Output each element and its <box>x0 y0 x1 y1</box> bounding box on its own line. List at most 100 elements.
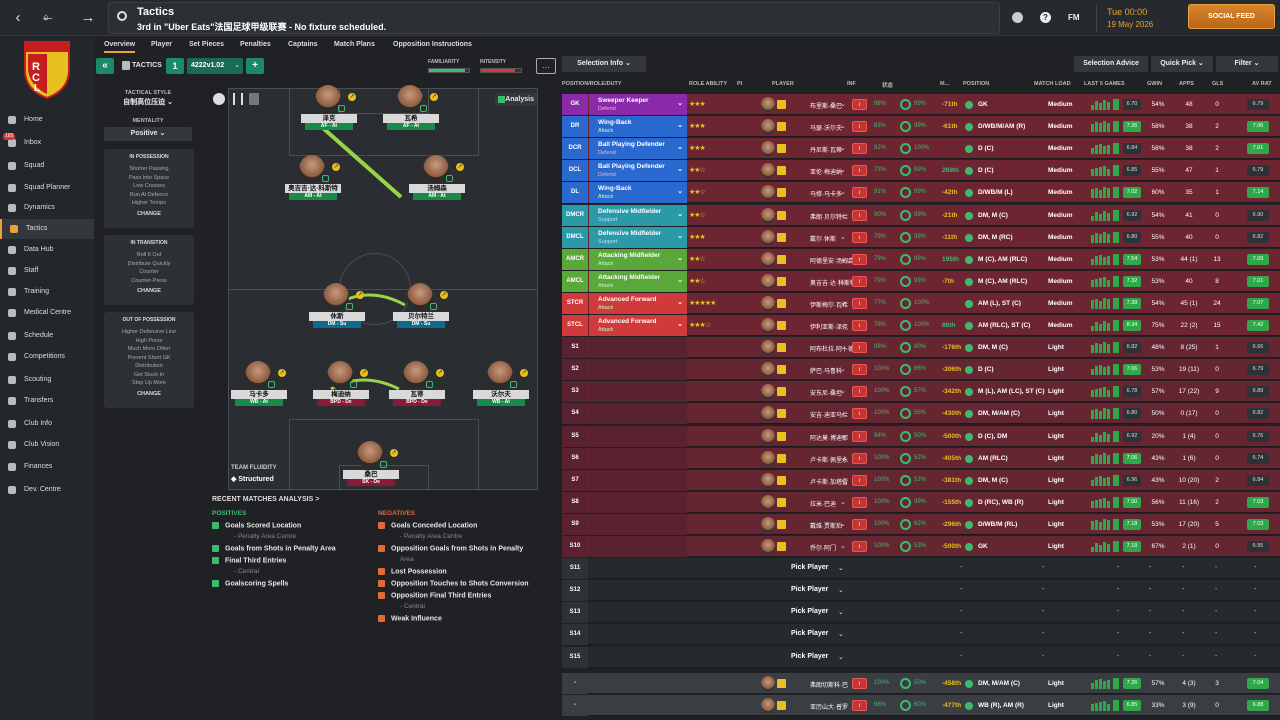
player-name[interactable]: 弗朗切斯科·巴 <box>810 682 848 689</box>
column-header[interactable]: PI <box>737 81 743 87</box>
player-name[interactable]: 伊斯梅尔·瓦希 <box>810 302 848 309</box>
role-instructions-icon[interactable]: ↗ <box>520 369 528 377</box>
sidebar-item-medical-centre[interactable]: Medical Centre <box>0 303 94 323</box>
role-select[interactable]: Sweeper Keeper Defend ⌄ <box>589 94 687 115</box>
player-name[interactable]: 弗朗·贝尔特兰 <box>810 214 848 221</box>
chevron-down-icon[interactable]: ⌄ <box>840 520 846 528</box>
column-header[interactable]: ROLE ABILITY <box>689 81 727 87</box>
in-transition-box[interactable]: IN TRANSITION Roll It Out Distribute Quic… <box>104 235 194 305</box>
column-header[interactable]: M... <box>940 81 950 87</box>
change-in-possession-button[interactable]: CHANGE <box>137 210 161 217</box>
player-card[interactable]: ↗ 桑巴 SK - De <box>343 441 399 487</box>
collapse-panel-button[interactable]: « <box>96 58 114 74</box>
table-row[interactable]: S14 Pick Player ⌄ - - - - - - - <box>562 624 1280 646</box>
role-select[interactable]: Advanced Forward Attack ⌄ <box>589 315 687 336</box>
selection-advice-button[interactable]: Selection Advice <box>1074 56 1148 72</box>
player-name[interactable]: 亚伦·梅迪纳 <box>810 170 842 177</box>
player-card[interactable]: ↗ 汤姆森 AM - At <box>409 155 465 201</box>
chevron-down-icon[interactable]: ⌄ <box>840 211 846 219</box>
more-options-button[interactable]: … <box>536 58 556 74</box>
column-header[interactable]: GWIN <box>1147 81 1162 87</box>
player-name[interactable]: 马修·马卡多 <box>810 192 842 199</box>
column-header[interactable]: AV RAT <box>1252 81 1272 87</box>
role-select[interactable]: Attacking Midfielder Attack ⌄ <box>589 270 687 292</box>
table-row[interactable]: AMCL Attacking Midfielder Attack ⌄ ★★☆ 奥吉吉·达·… <box>562 270 1280 292</box>
tab-captains[interactable]: Captains <box>288 41 318 48</box>
table-row[interactable]: S4 安吉·迪亚马兰 ⌄ Ⅰ 100% 55% -430th DM, M/AM (C) Ligh… <box>562 403 1280 425</box>
tab-overview[interactable]: Overview <box>104 41 136 53</box>
sidebar-item-squad[interactable]: Squad <box>0 156 94 176</box>
chevron-down-icon[interactable]: ⌄ <box>840 410 846 418</box>
player-name[interactable]: 阿德里安·汤姆森 <box>810 258 854 265</box>
role-instructions-icon[interactable]: ↗ <box>356 291 364 299</box>
table-row[interactable]: DR Wing-Back Attack ⌄ ★★★ 马瑟·沃尔夫 ⌄ Ⅰ 83% 99% -61th… <box>562 116 1280 138</box>
sidebar-item-finances[interactable]: Finances <box>0 457 94 477</box>
role-instructions-icon[interactable]: ↗ <box>390 449 398 457</box>
analysis-item[interactable]: Final Third Entries <box>212 557 286 564</box>
player-card[interactable]: ↗ 休斯 DM - Su <box>309 283 365 329</box>
chevron-down-icon[interactable]: ⌄ <box>840 277 846 285</box>
player-card[interactable]: ↗ 瓦蒂 BPD - De <box>389 361 445 407</box>
web-icon[interactable] <box>1012 12 1023 23</box>
table-row[interactable]: DCR Ball Playing Defender Defend ⌄ ★★★ 丹尼斯·瓦蒂… <box>562 138 1280 160</box>
in-possession-box[interactable]: IN POSSESSION Shorter Passing Pass Into S… <box>104 149 194 228</box>
player-card[interactable]: ↗ 沃尔夫 WB - At <box>473 361 529 407</box>
role-instructions-icon[interactable]: ↗ <box>278 369 286 377</box>
chevron-down-icon[interactable]: ⌄ <box>840 123 846 131</box>
sidebar-item-competitions[interactable]: Competitions <box>0 347 94 367</box>
download-icon[interactable] <box>213 93 225 105</box>
tab-set-pieces[interactable]: Set Pieces <box>189 41 225 48</box>
tab-opposition-instructions[interactable]: Opposition Instructions <box>393 41 472 48</box>
tactic-slot-button[interactable]: 1 <box>166 58 184 74</box>
chevron-down-icon[interactable]: ⌄ <box>840 454 846 462</box>
role-instructions-icon[interactable]: ↗ <box>456 163 464 171</box>
pick-player-dropdown[interactable]: Pick Player <box>791 652 829 660</box>
forward-arrow-icon[interactable]: → <box>80 9 96 26</box>
player-name[interactable]: 奥吉吉·达·科斯特 <box>810 280 856 287</box>
table-row[interactable]: S2 萨巴·马鲁科 ⌄ Ⅰ 100% 86% -306th D (C) Light 7.06 53%… <box>562 359 1280 381</box>
pick-player-dropdown[interactable]: Pick Player <box>791 586 829 594</box>
table-row[interactable]: S15 Pick Player ⌄ - - - - - - - <box>562 646 1280 668</box>
table-row[interactable]: STCR Advanced Forward Attack ⌄ ★★★★★ 伊斯梅尔·瓦希 ⌄… <box>562 292 1280 314</box>
table-row[interactable]: AMCR Attacking Midfielder Attack ⌄ ★★☆ 阿德里安·汤… <box>562 248 1280 270</box>
player-role-select[interactable]: DM - Su <box>397 321 445 328</box>
table-row[interactable]: S5 阿达莫·博迪耶 ⌄ Ⅰ 94% 50% -500th D (C), DM Light 6.9… <box>562 425 1280 447</box>
table-row[interactable]: STCL Advanced Forward Attack ⌄ ★★★☆ 伊利亚斯·泽克 ⌄ Ⅰ… <box>562 315 1280 336</box>
chevron-down-icon[interactable]: ⌄ <box>840 388 846 396</box>
tab-match-plans[interactable]: Match Plans <box>334 41 375 48</box>
player-card[interactable]: ↗ 奥吉吉·达·科斯特 AM - At <box>285 155 341 201</box>
role-instructions-icon[interactable]: ↗ <box>430 93 438 101</box>
player-role-select[interactable]: AM - At <box>413 193 461 200</box>
tactic-name-select[interactable]: 4222v1.02 ⌄ <box>187 58 243 74</box>
sidebar-item-schedule[interactable]: Schedule <box>0 326 94 346</box>
column-header[interactable]: GLS <box>1212 81 1224 87</box>
analysis-item[interactable]: Opposition Goals from Shots in Penalty <box>378 545 523 552</box>
chevron-down-icon[interactable]: ⌄ <box>840 366 846 374</box>
sidebar-item-club-vision[interactable]: Club Vision <box>0 435 94 455</box>
analysis-title[interactable]: RECENT MATCHES ANALYSIS > <box>212 496 320 503</box>
role-select[interactable]: Wing-Back Attack ⌄ <box>589 182 687 204</box>
add-tactic-button[interactable]: + <box>246 58 264 74</box>
player-name[interactable]: 戴尔·休斯 <box>810 236 836 243</box>
table-row[interactable]: S6 卢卡斯·佩里永 ⌄ Ⅰ 100% 52% -405th AM (RLC) Light 7.0… <box>562 447 1280 469</box>
social-feed-button[interactable]: SOCIAL FEED <box>1188 4 1275 29</box>
tab-penalties[interactable]: Penalties <box>240 41 271 48</box>
chevron-down-icon[interactable]: ⌄ <box>840 322 846 329</box>
sidebar-item-home[interactable]: Home <box>0 110 94 130</box>
table-row[interactable]: S8 拉米·巴迪 ⌄ Ⅰ 100% 99% -155th D (RC), WB (R) Ligh… <box>562 491 1280 513</box>
column-header[interactable]: LAST 5 GAMES <box>1084 81 1125 87</box>
tab-player[interactable]: Player <box>151 41 173 48</box>
chevron-down-icon[interactable]: ⌄ <box>840 498 846 506</box>
player-card[interactable]: ↗ 梅迪纳 BPD - De <box>313 361 369 407</box>
player-name[interactable]: 伊利亚斯·泽克 <box>810 325 848 331</box>
role-instructions-icon[interactable]: ↗ <box>348 93 356 101</box>
pick-player-dropdown[interactable]: Pick Player <box>791 564 829 572</box>
player-role-select[interactable]: AF - At <box>387 123 435 130</box>
chevron-down-icon[interactable]: ⌄ <box>840 476 846 484</box>
table-row[interactable]: DCL Ball Playing Defender Defend ⌄ ★★☆ 亚伦·梅迪纳… <box>562 160 1280 182</box>
player-name[interactable]: 卢卡斯·加塔雷 <box>810 479 848 486</box>
table-row[interactable]: - 亚历山大·普罗 Ⅰ 96% 60% -477th WB (R), AM (R) Light… <box>562 694 1280 716</box>
sidebar-item-scouting[interactable]: Scouting <box>0 370 94 390</box>
player-name[interactable]: 阿达莫·博迪耶 <box>810 435 848 442</box>
column-header[interactable]: PLAYER <box>772 81 794 87</box>
